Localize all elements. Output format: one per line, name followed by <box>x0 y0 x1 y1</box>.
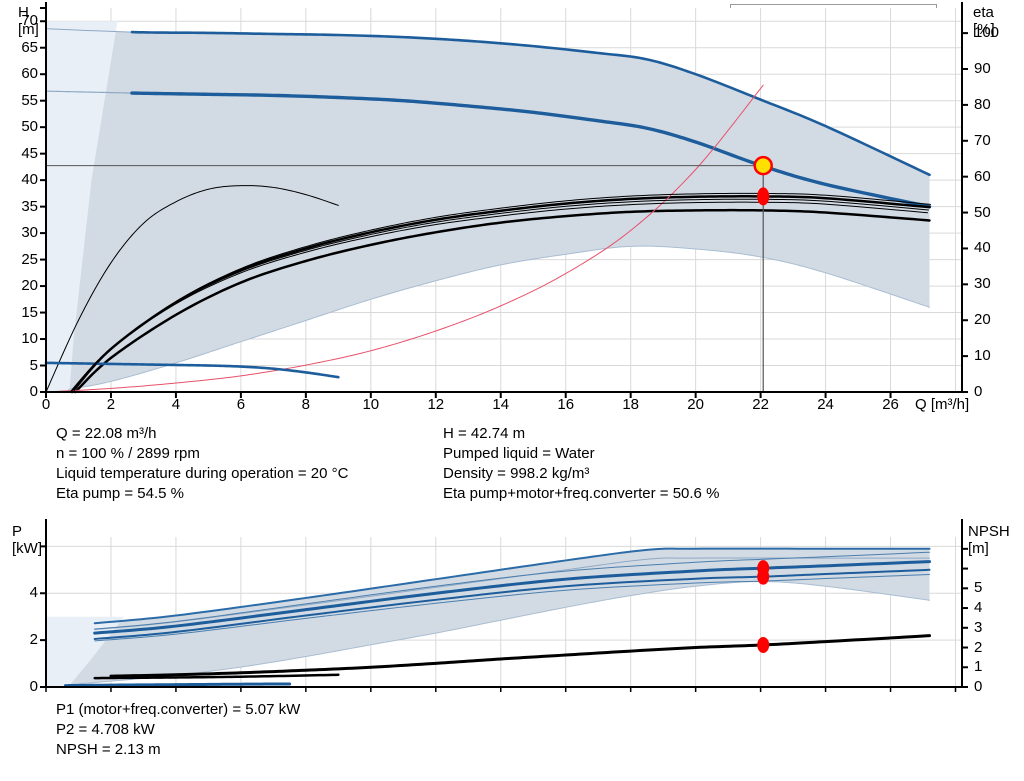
top-x-tick-label: 4 <box>171 396 181 413</box>
bottom-results-text: P1 (motor+freq.converter) = 5.07 kW P2 = … <box>56 700 300 760</box>
top-y-tick-label: 45 <box>21 144 38 162</box>
bottom-y-tick-label: 2 <box>29 631 38 649</box>
curve-eta-total <box>73 208 931 394</box>
curve-p2-thin <box>94 574 931 642</box>
power-low-flow-wedge <box>46 616 124 687</box>
bottom-y2-tick-label: 0 <box>974 678 983 695</box>
duty-marker-npsh[interactable] <box>757 636 770 653</box>
top-x-tick-label: 26 <box>882 396 899 413</box>
duty-point-right-text: H = 42.74 m Pumped liquid = Water Density … <box>443 424 719 504</box>
top-y2-tick-label: 60 <box>974 167 991 185</box>
top-y2-tick-label: 70 <box>974 131 991 149</box>
duty-left-line-1: n = 100 % / 2899 rpm <box>56 445 200 462</box>
bottom-chart-y-axis-title: P [kW] <box>12 523 42 557</box>
top-y2-tick-label: 20 <box>974 311 991 329</box>
top-chart-y2-axis-title: eta [%] <box>973 4 995 38</box>
duty-right-line-0: H = 42.74 m <box>443 425 526 442</box>
result-line-0: P1 (motor+freq.converter) = 5.07 kW <box>56 701 301 718</box>
top-y2-tick-label: 90 <box>974 60 991 77</box>
duty-right-line-3: Eta pump+motor+freq.converter = 50.6 % <box>443 485 720 502</box>
curve-eta-pump <box>70 195 931 394</box>
duty-point-marker[interactable] <box>753 155 773 176</box>
top-y-tick-label: 50 <box>21 118 38 136</box>
top-y2-tick-label: 100 <box>974 24 1000 42</box>
curve-npsh-min-speed <box>93 673 340 680</box>
bottom-y2-tick-label: 5 <box>974 579 983 597</box>
bottom-y2-tick-label: 3 <box>974 618 983 636</box>
duty-right-line-2: Density = 998.2 kg/m³ <box>443 465 590 482</box>
top-x-tick-label: 14 <box>492 396 510 413</box>
top-y2-tick-label: 40 <box>974 239 991 257</box>
top-x-tick-label: 8 <box>301 396 311 413</box>
curve-npsh-thin-red <box>45 84 764 393</box>
top-y2-tick-label: 80 <box>974 95 991 113</box>
bottom-chart-y2-axis-title: NPSH [m] <box>968 523 1010 557</box>
result-line-1: P2 = 4.708 kW <box>56 721 155 738</box>
bottom-y2-tick-label: 2 <box>974 638 983 656</box>
top-y-tick-label: 20 <box>21 277 38 295</box>
top-y-tick-label: 15 <box>21 303 38 321</box>
top-y-tick-label: 30 <box>21 224 38 242</box>
top-x-tick-label: 20 <box>687 396 704 413</box>
bottom-y2-tick-label: 1 <box>974 658 983 676</box>
bottom-y2-tick-label: 4 <box>974 599 983 617</box>
top-y-tick-label: 60 <box>21 65 38 83</box>
top-x-tick-label: 18 <box>622 396 640 413</box>
top-y-tick-label: 5 <box>29 356 38 374</box>
top-x-tick-label: 10 <box>362 396 380 413</box>
top-x-tick-label: 6 <box>236 396 246 413</box>
bottom-chart-plot <box>40 519 968 692</box>
top-x-tick-label: 22 <box>752 396 769 413</box>
top-y-tick-label: 55 <box>21 91 38 109</box>
top-y2-tick-label: 30 <box>974 275 991 293</box>
top-y-tick-label: 65 <box>21 38 38 56</box>
eta-duty-marker[interactable] <box>757 187 770 206</box>
top-y2-tick-label: 50 <box>974 203 991 221</box>
top-chart-x-axis-title: Q [m³/h] <box>915 396 970 413</box>
curve-envelope-lower <box>68 245 931 390</box>
curve-eta-best <box>45 185 339 393</box>
curve-eta-variant-1 <box>70 198 930 393</box>
curve-power-min-speed <box>63 682 292 688</box>
top-y2-tick-label: 10 <box>974 347 991 365</box>
top-y-tick-label: 0 <box>29 383 38 400</box>
curve-p1 <box>93 560 932 635</box>
curve-eta-variant-0 <box>69 201 929 393</box>
curve-p1-thin <box>94 551 931 630</box>
duty-left-line-3: Eta pump = 54.5 % <box>56 485 184 502</box>
duty-point-left-text: Q = 22.08 m³/h n = 100 % / 2899 rpm Liquid… <box>56 424 348 504</box>
top-y-tick-label: 25 <box>21 250 38 268</box>
result-line-2: NPSH = 2.13 m <box>56 741 161 758</box>
top-chart-plot <box>40 2 968 398</box>
curve-eta-variant-2 <box>72 192 932 393</box>
top-y-tick-label: 70 <box>21 12 38 30</box>
top-x-tick-label: 0 <box>41 396 51 413</box>
top-y-tick-label: 10 <box>21 330 38 348</box>
duty-left-line-2: Liquid temperature during operation = 20… <box>56 465 349 482</box>
top-y2-tick-label: 0 <box>974 383 983 400</box>
top-x-tick-label: 12 <box>427 396 445 413</box>
top-y-tick-label: 35 <box>21 197 38 215</box>
top-y-tick-label: 40 <box>21 171 38 189</box>
bottom-y-tick-label: 4 <box>29 584 38 602</box>
top-x-tick-label: 2 <box>106 396 116 413</box>
operating-envelope-fill <box>46 28 930 390</box>
curve-p1-envelope-upper <box>93 547 931 625</box>
duty-marker-p2[interactable] <box>757 568 770 585</box>
curve-p2 <box>93 568 931 640</box>
top-x-tick-label: 24 <box>817 396 834 413</box>
bottom-y-tick-label: 0 <box>29 678 38 695</box>
top-chart-y-axis-title: H [m] <box>18 4 39 38</box>
low-flow-wedge-fill <box>46 21 118 392</box>
curve-head-110-percent <box>130 30 931 177</box>
duty-left-line-0: Q = 22.08 m³/h <box>56 425 157 442</box>
duty-right-line-1: Pumped liquid = Water <box>443 445 595 462</box>
top-x-tick-label: 16 <box>557 396 575 413</box>
